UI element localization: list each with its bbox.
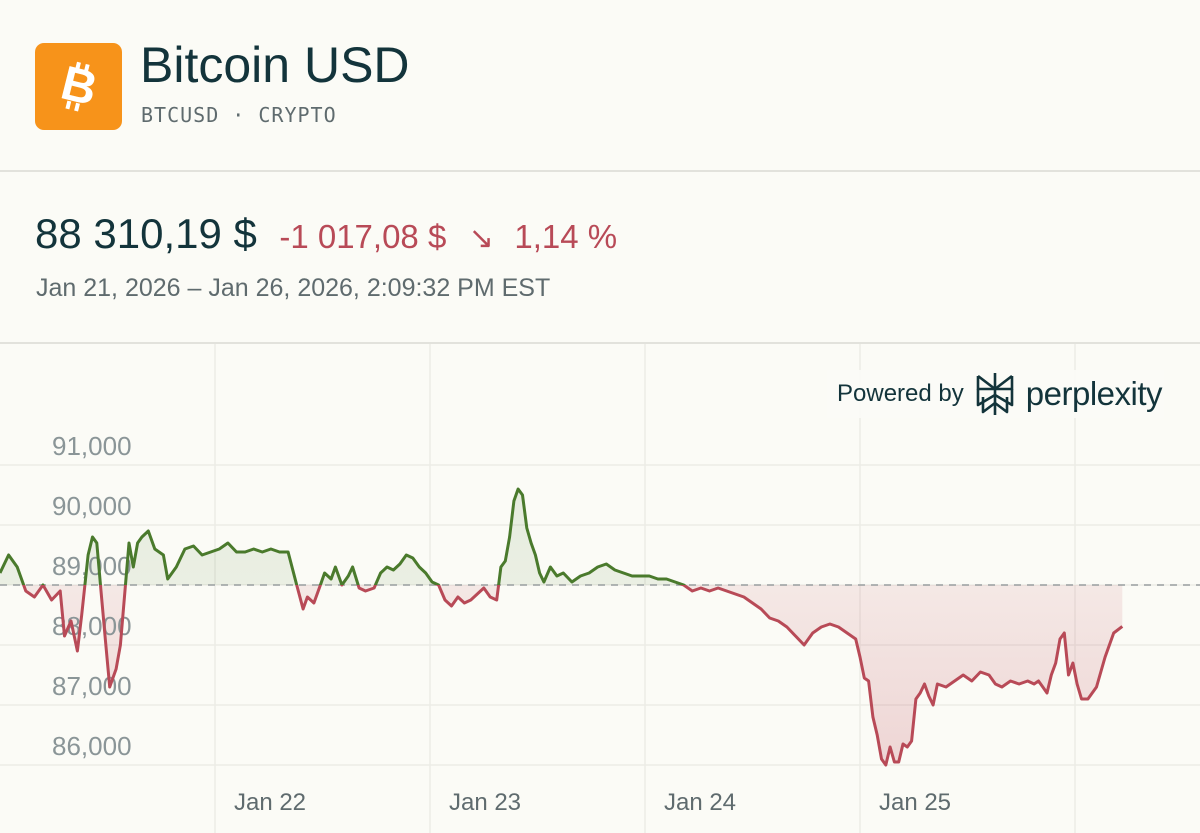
x-tick-label: Jan 25 <box>879 789 951 816</box>
arrow-down-right-icon: ↘ <box>468 222 494 255</box>
powered-by-label: Powered by <box>837 380 964 407</box>
current-price: 88 310,19 $ <box>35 210 257 257</box>
x-tick-label: Jan 22 <box>234 789 306 816</box>
bitcoin-icon: B <box>55 57 101 116</box>
y-tick-label: 90,000 <box>52 491 132 521</box>
price-change: -1 017,08 $ <box>279 218 447 255</box>
area-above-reference <box>0 489 1123 585</box>
chart-fills <box>0 489 1123 765</box>
y-tick-label: 86,000 <box>52 731 132 761</box>
x-tick-label: Jan 24 <box>664 789 736 816</box>
series-line-above <box>0 487 687 585</box>
y-tick-label: 91,000 <box>52 431 132 461</box>
perplexity-wordmark: perplexity <box>1025 375 1163 412</box>
bitcoin-logo: B <box>35 43 122 130</box>
perplexity-logo-icon <box>976 373 1014 415</box>
x-axis-labels: Jan 22 Jan 23 Jan 24 Jan 25 <box>234 789 951 816</box>
page-title: Bitcoin USD <box>140 37 410 93</box>
powered-by-badge[interactable]: Powered by perplexity <box>827 370 1164 418</box>
divider <box>0 170 1200 172</box>
y-tick-label: 89,000 <box>52 551 132 581</box>
area-below-reference <box>0 585 1123 765</box>
x-tick-label: Jan 23 <box>449 789 521 816</box>
percent-change: 1,14 % <box>514 218 618 255</box>
quote-row: 88 310,19 $ -1 017,08 $ ↘ 1,14 % <box>35 210 617 258</box>
date-range: Jan 21, 2026 – Jan 26, 2026, 2:09:32 PM … <box>36 274 551 302</box>
y-tick-label: 87,000 <box>52 671 132 701</box>
series-line-below <box>22 585 1124 767</box>
header: B Bitcoin USD BTCUSD · CRYPTO <box>0 0 1200 171</box>
divider <box>0 342 1200 344</box>
price-series <box>0 487 1124 767</box>
ticker-subtitle: BTCUSD · CRYPTO <box>141 103 337 127</box>
